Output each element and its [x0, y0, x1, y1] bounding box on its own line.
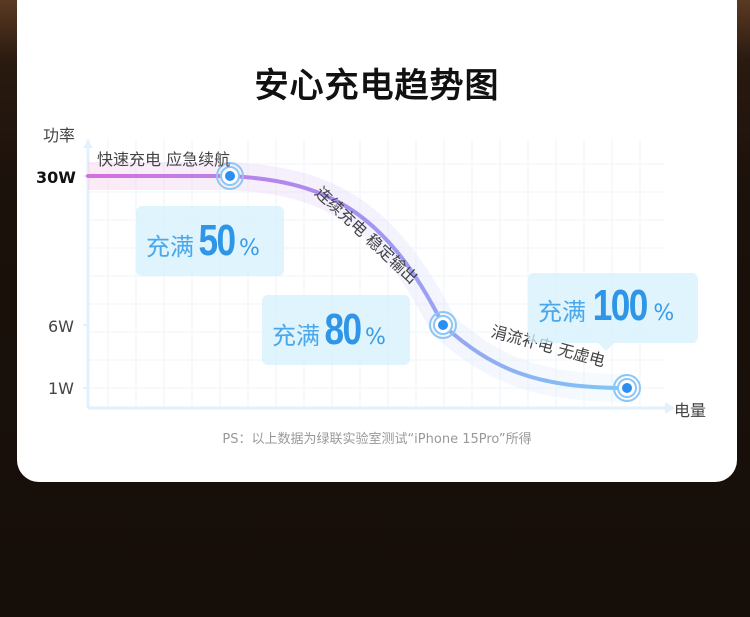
callout-100: 充满 100% [528, 273, 698, 351]
y-tick-1w: 1W [48, 379, 74, 398]
callout-value: 50 [198, 216, 236, 265]
callout-value: 80 [324, 305, 362, 354]
data-point [225, 171, 235, 181]
y-axis-label: 功率 [43, 126, 76, 145]
callout-unit: % [364, 325, 386, 350]
marker-ring-outer [216, 162, 244, 190]
data-point [622, 383, 632, 393]
callout-value: 100 [592, 281, 649, 330]
callout-prefix: 充满 [538, 298, 586, 326]
annotation-fast: 快速充电 应急续航 [97, 150, 231, 169]
y-tick-6w: 6W [48, 317, 74, 336]
chart-title: 安心充电趋势图 [254, 66, 500, 106]
callout-unit: % [238, 236, 260, 261]
callout-prefix: 充满 [146, 233, 194, 261]
series-line [86, 174, 629, 390]
data-point [438, 320, 448, 330]
callout-prefix: 充满 [272, 322, 320, 350]
x-axis-arrow [665, 402, 675, 414]
marker-ring-outer [613, 374, 641, 402]
marker-ring-outer [429, 311, 457, 339]
footnote: PS：以上数据为绿联实验室测试“iPhone 15Pro”所得 [222, 432, 532, 447]
y-axis-arrow [83, 140, 93, 148]
callout-50: 充满 50% [136, 206, 284, 276]
x-axis-label: 电量 [674, 401, 707, 420]
callout-unit: % [653, 301, 675, 326]
y-tick-30w: 30W [36, 168, 76, 187]
callout-pointer [598, 343, 614, 351]
chart-card: 安心充电趋势图 功率 30W 6W 1W 电量 快速充电 应急续航 连续充电 稳… [17, 0, 737, 482]
callout-80: 充满 80% [262, 295, 410, 365]
